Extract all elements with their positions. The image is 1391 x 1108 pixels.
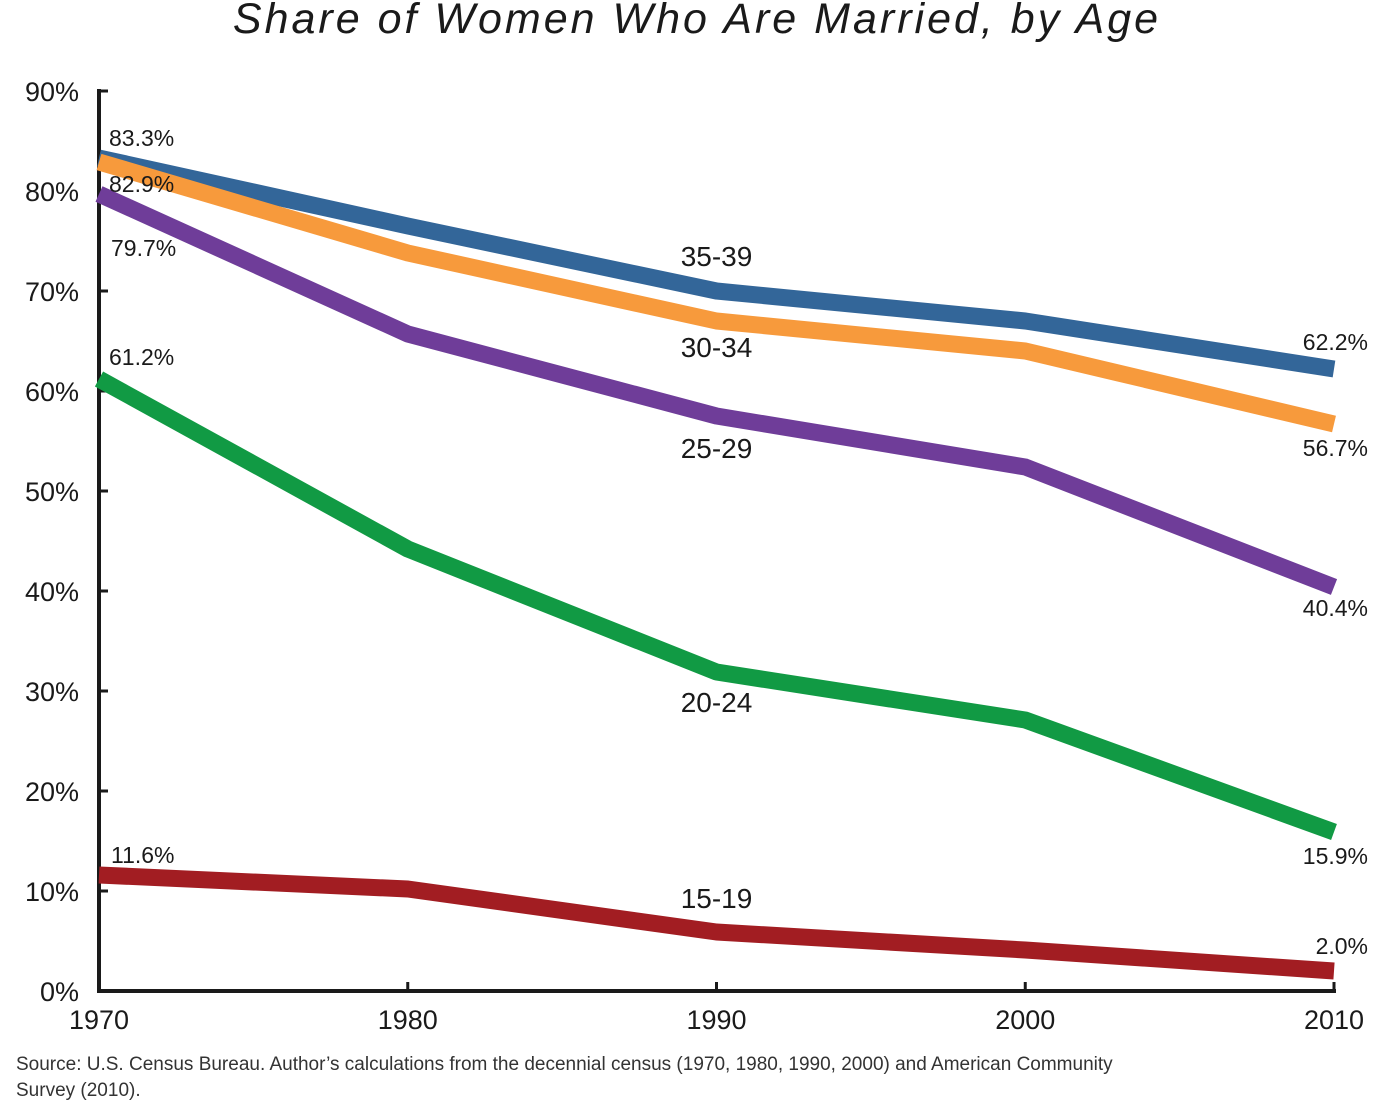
end-value-label: 2.0%: [1316, 933, 1368, 959]
y-tick-label: 40%: [25, 577, 79, 607]
series-name-label: 20-24: [681, 687, 753, 718]
axes: 0% 10% 20% 30% 40% 50% 60% 70% 80% 90% 1970 1980 199…: [25, 77, 1364, 1035]
end-value-label: 40.4%: [1303, 595, 1368, 621]
x-tick-label: 1980: [378, 1005, 438, 1035]
x-tick-label: 1970: [69, 1005, 129, 1035]
start-value-label: 83.3%: [109, 125, 174, 151]
y-tick-label: 20%: [25, 777, 79, 807]
series-name-label: 35-39: [681, 241, 753, 272]
end-value-label: 62.2%: [1303, 329, 1368, 355]
start-value-label: 79.7%: [111, 235, 176, 261]
source-note-line-1: Source: U.S. Census Bureau. Author’s cal…: [16, 1054, 1113, 1075]
y-tick-label: 0%: [40, 977, 79, 1007]
end-value-label: 15.9%: [1303, 843, 1368, 869]
data-labels: 83.3% 62.2% 35-39 82.9% 56.7% 30-34 79.7% 40.4%…: [109, 125, 1368, 959]
series-name-label: 30-34: [681, 332, 753, 363]
y-tick-label: 80%: [25, 177, 79, 207]
series-line-30-34: [96, 153, 1336, 433]
end-value-label: 56.7%: [1303, 435, 1368, 461]
x-tick-label: 1990: [686, 1005, 746, 1035]
y-tick-label: 60%: [25, 377, 79, 407]
start-value-label: 11.6%: [111, 842, 175, 868]
series-line-15-19: [98, 866, 1335, 980]
series-line-20-24: [94, 371, 1337, 840]
series-lines: [94, 149, 1338, 980]
y-tick-label: 30%: [25, 677, 79, 707]
x-tick-label: 2010: [1304, 1005, 1364, 1035]
y-tick-label: 50%: [25, 477, 79, 507]
series-name-label: 25-29: [681, 433, 753, 464]
series-name-label: 15-19: [681, 883, 753, 914]
start-value-label: 61.2%: [109, 344, 174, 370]
source-note-line-2: Survey (2010).: [16, 1080, 141, 1101]
y-tick-label: 10%: [25, 877, 79, 907]
y-tick-label: 70%: [25, 277, 79, 307]
start-value-label: 82.9%: [109, 171, 174, 197]
chart-title: Share of Women Who Are Married, by Age: [233, 0, 1161, 43]
y-tick-label: 90%: [25, 77, 79, 107]
x-tick-label: 2000: [995, 1005, 1055, 1035]
series-line-25-29: [95, 186, 1338, 595]
series-line-35-39: [97, 149, 1336, 378]
